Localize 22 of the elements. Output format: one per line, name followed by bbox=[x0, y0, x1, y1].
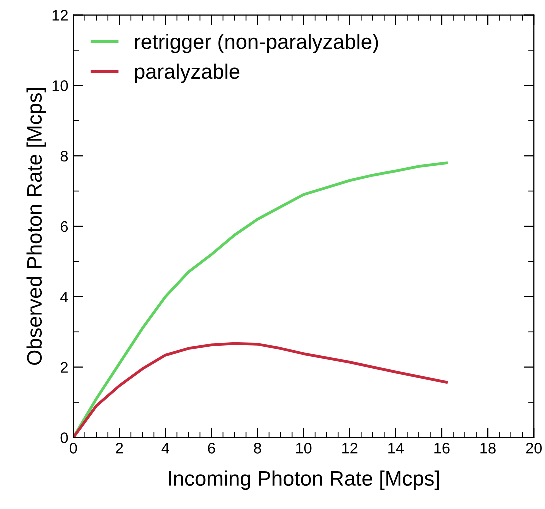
y-tick-label: 8 bbox=[60, 150, 68, 162]
legend-label: retrigger (non-paralyzable) bbox=[135, 34, 378, 54]
x-tick-label: 20 bbox=[526, 443, 542, 454]
y-tick-label: 12 bbox=[52, 10, 68, 21]
x-tick-label: 12 bbox=[342, 443, 358, 454]
x-tick-label: 14 bbox=[388, 443, 404, 454]
x-axis-title: Incoming Photon Rate [Mcps] bbox=[169, 470, 440, 490]
x-tick-label: 2 bbox=[116, 443, 124, 454]
x-tick-label: 8 bbox=[254, 443, 262, 454]
y-tick-label: 4 bbox=[60, 292, 68, 302]
y-tick-label: 0 bbox=[60, 432, 68, 444]
x-tick-label: 18 bbox=[480, 443, 496, 454]
x-tick-label: 6 bbox=[208, 443, 216, 454]
x-tick-label: 4 bbox=[162, 443, 170, 454]
x-tick-label: 16 bbox=[434, 443, 450, 454]
legend-label: paralyzable bbox=[135, 64, 240, 84]
y-tick-label: 6 bbox=[60, 221, 68, 232]
y-tick-label: 10 bbox=[52, 80, 68, 92]
x-tick-label: 10 bbox=[296, 443, 312, 454]
y-tick-label: 2 bbox=[60, 362, 68, 373]
x-tick-label: 0 bbox=[70, 443, 78, 454]
y-axis-title: Observed Photon Rate [Mcps] bbox=[26, 88, 46, 366]
